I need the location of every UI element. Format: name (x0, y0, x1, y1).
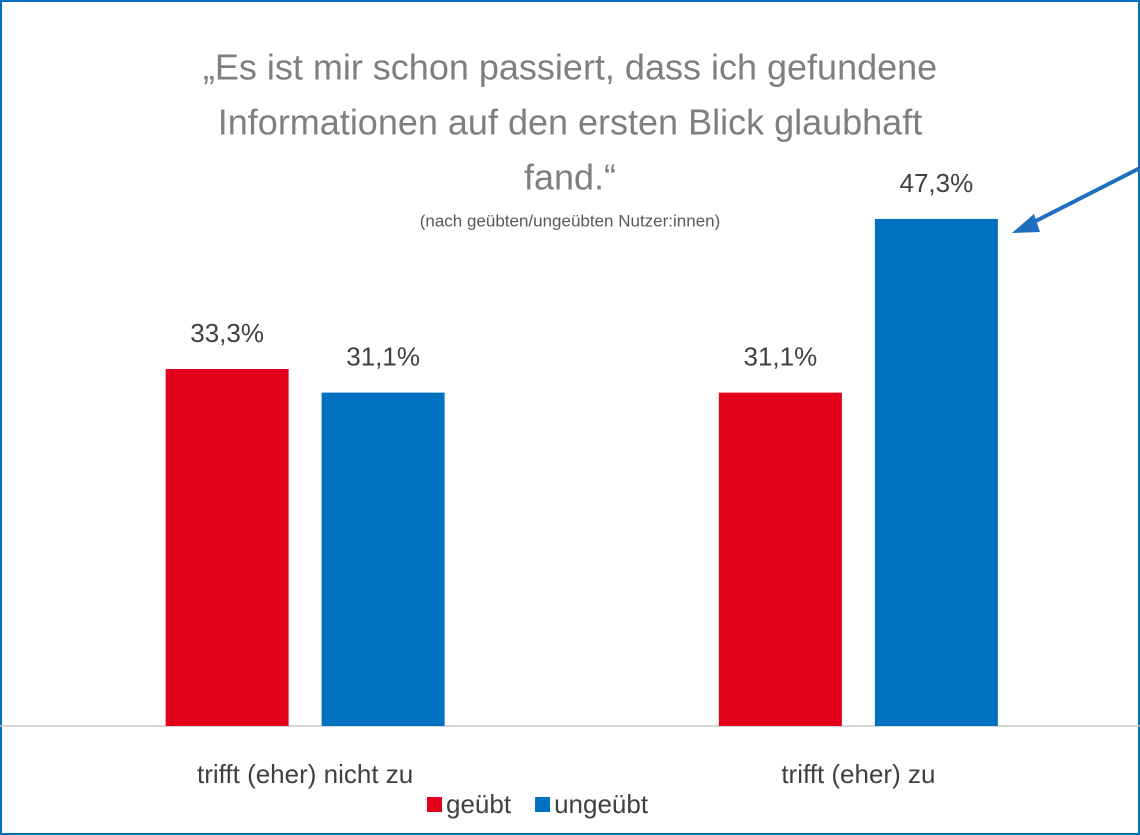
chart-subtitle: (nach geübten/ungeübten Nutzer:innen) (420, 211, 721, 230)
legend-swatch (535, 797, 551, 812)
chart-title: Informationen auf den ersten Blick glaub… (218, 102, 922, 143)
arrow-line (1021, 166, 1140, 230)
x-tick-label: trifft (eher) zu (781, 759, 935, 789)
legend-label: ungeübt (554, 789, 649, 819)
legend-label: geübt (446, 789, 512, 819)
chart-title: fand.“ (524, 157, 616, 198)
bar (718, 392, 842, 726)
legend-swatch (427, 797, 442, 812)
bar (321, 392, 445, 726)
data-label: 31,1% (346, 341, 420, 371)
data-label: 33,3% (190, 318, 264, 348)
data-label: 31,1% (744, 341, 818, 371)
data-label: 47,3% (900, 168, 974, 198)
x-tick-label: trifft (eher) nicht zu (197, 759, 413, 789)
chart-title: „Es ist mir schon passiert, dass ich gef… (203, 47, 937, 88)
bar (874, 218, 998, 726)
arrow-head (1012, 214, 1040, 233)
bar (165, 369, 289, 726)
